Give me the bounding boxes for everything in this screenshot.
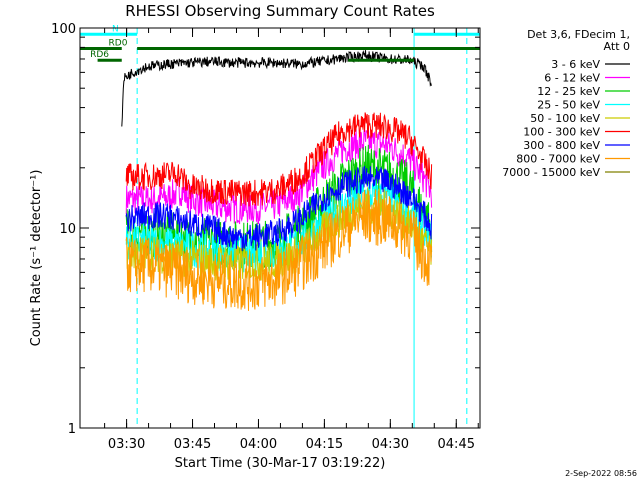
y-axis-label: Count Rate (s⁻¹ detector⁻¹) (29, 170, 44, 347)
series-line-6 (125, 165, 433, 252)
series-line-0 (121, 50, 432, 127)
legend-label: 300 - 800 keV (523, 139, 600, 152)
chart-title: RHESSI Observing Summary Count Rates (125, 2, 435, 20)
status-label-n: N (112, 24, 119, 34)
legend-label: 25 - 50 keV (537, 99, 600, 112)
x-tick-label: 04:15 (306, 437, 343, 452)
legend-label: 6 - 12 keV (544, 72, 600, 85)
legend-label: 12 - 25 keV (537, 85, 600, 98)
x-tick-label: 04:30 (372, 437, 409, 452)
x-tick-label: 03:30 (108, 437, 145, 452)
status-label-rd6: RD6 (90, 50, 109, 60)
x-axis-label: Start Time (30-Mar-17 03:19:22) (175, 456, 386, 471)
legend-header-line: Det 3,6, FDecim 1, (527, 28, 630, 41)
date-stamp: 2-Sep-2022 08:56 (565, 469, 637, 478)
legend-label: 7000 - 15000 keV (502, 166, 600, 179)
x-tick-label: 04:00 (240, 437, 277, 452)
legend-label: 3 - 6 keV (551, 58, 600, 71)
legend-label: 800 - 7000 keV (516, 153, 600, 166)
legend-label: 50 - 100 keV (530, 112, 600, 125)
legend-label: 100 - 300 keV (523, 126, 600, 139)
y-tick-label: 100 (51, 22, 76, 37)
x-tick-label: 03:45 (174, 437, 211, 452)
x-tick-label: 04:45 (438, 437, 475, 452)
y-tick-label: 1 (68, 422, 76, 437)
status-label-rd0: RD0 (109, 38, 128, 48)
legend-header-line: Att 0 (604, 40, 630, 53)
series-line-5 (125, 112, 433, 207)
series-line-7 (125, 189, 433, 311)
y-tick-label: 10 (59, 222, 76, 237)
